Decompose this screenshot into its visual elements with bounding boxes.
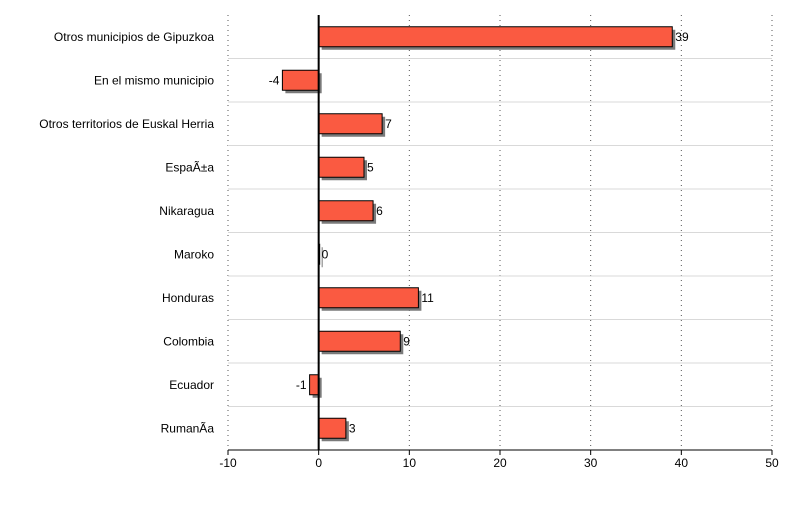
bar-9 (318, 417, 347, 439)
category-label-0: Otros municipios de Gipuzkoa (54, 30, 214, 44)
bar-1 (281, 69, 320, 91)
x-tick-label-3: 20 (493, 456, 507, 470)
bar-2 (318, 113, 383, 135)
x-tick-label-4: 30 (584, 456, 598, 470)
category-label-8: Ecuador (169, 378, 214, 392)
category-label-7: Colombia (163, 334, 214, 348)
data-label-1: -4 (269, 73, 280, 87)
bars-layer (281, 26, 676, 442)
axes-layer (227, 15, 773, 455)
category-label-3: EspaÃ±a (165, 160, 214, 174)
category-label-5: Maroko (174, 247, 214, 261)
bar-4 (318, 200, 374, 222)
x-tick-label-0: -10 (219, 456, 237, 470)
data-label-7: 9 (403, 334, 410, 348)
x-tick-label-1: 0 (315, 456, 322, 470)
category-label-4: Nikaragua (159, 204, 214, 218)
x-tick-label-5: 40 (675, 456, 689, 470)
data-label-8: -1 (296, 378, 307, 392)
x-tick-label-2: 10 (403, 456, 417, 470)
data-label-5: 0 (322, 247, 329, 261)
bar-3 (318, 156, 365, 178)
category-label-9: RumanÃ­a (161, 421, 215, 435)
category-label-2: Otros territorios de Euskal Herria (39, 117, 214, 131)
data-label-0: 39 (675, 30, 689, 44)
bar-shadow-5 (321, 247, 323, 268)
bar-6 (318, 287, 419, 309)
bar-7 (318, 330, 401, 352)
data-label-2: 7 (385, 117, 392, 131)
bar-8 (309, 374, 320, 396)
bar-0 (318, 26, 673, 48)
data-label-4: 6 (376, 204, 383, 218)
data-label-9: 3 (349, 421, 356, 435)
category-label-1: En el mismo municipio (94, 73, 214, 87)
data-label-3: 5 (367, 160, 374, 174)
data-label-6: 11 (421, 291, 434, 305)
category-label-6: Honduras (162, 291, 214, 305)
x-tick-label-6: 50 (765, 456, 779, 470)
